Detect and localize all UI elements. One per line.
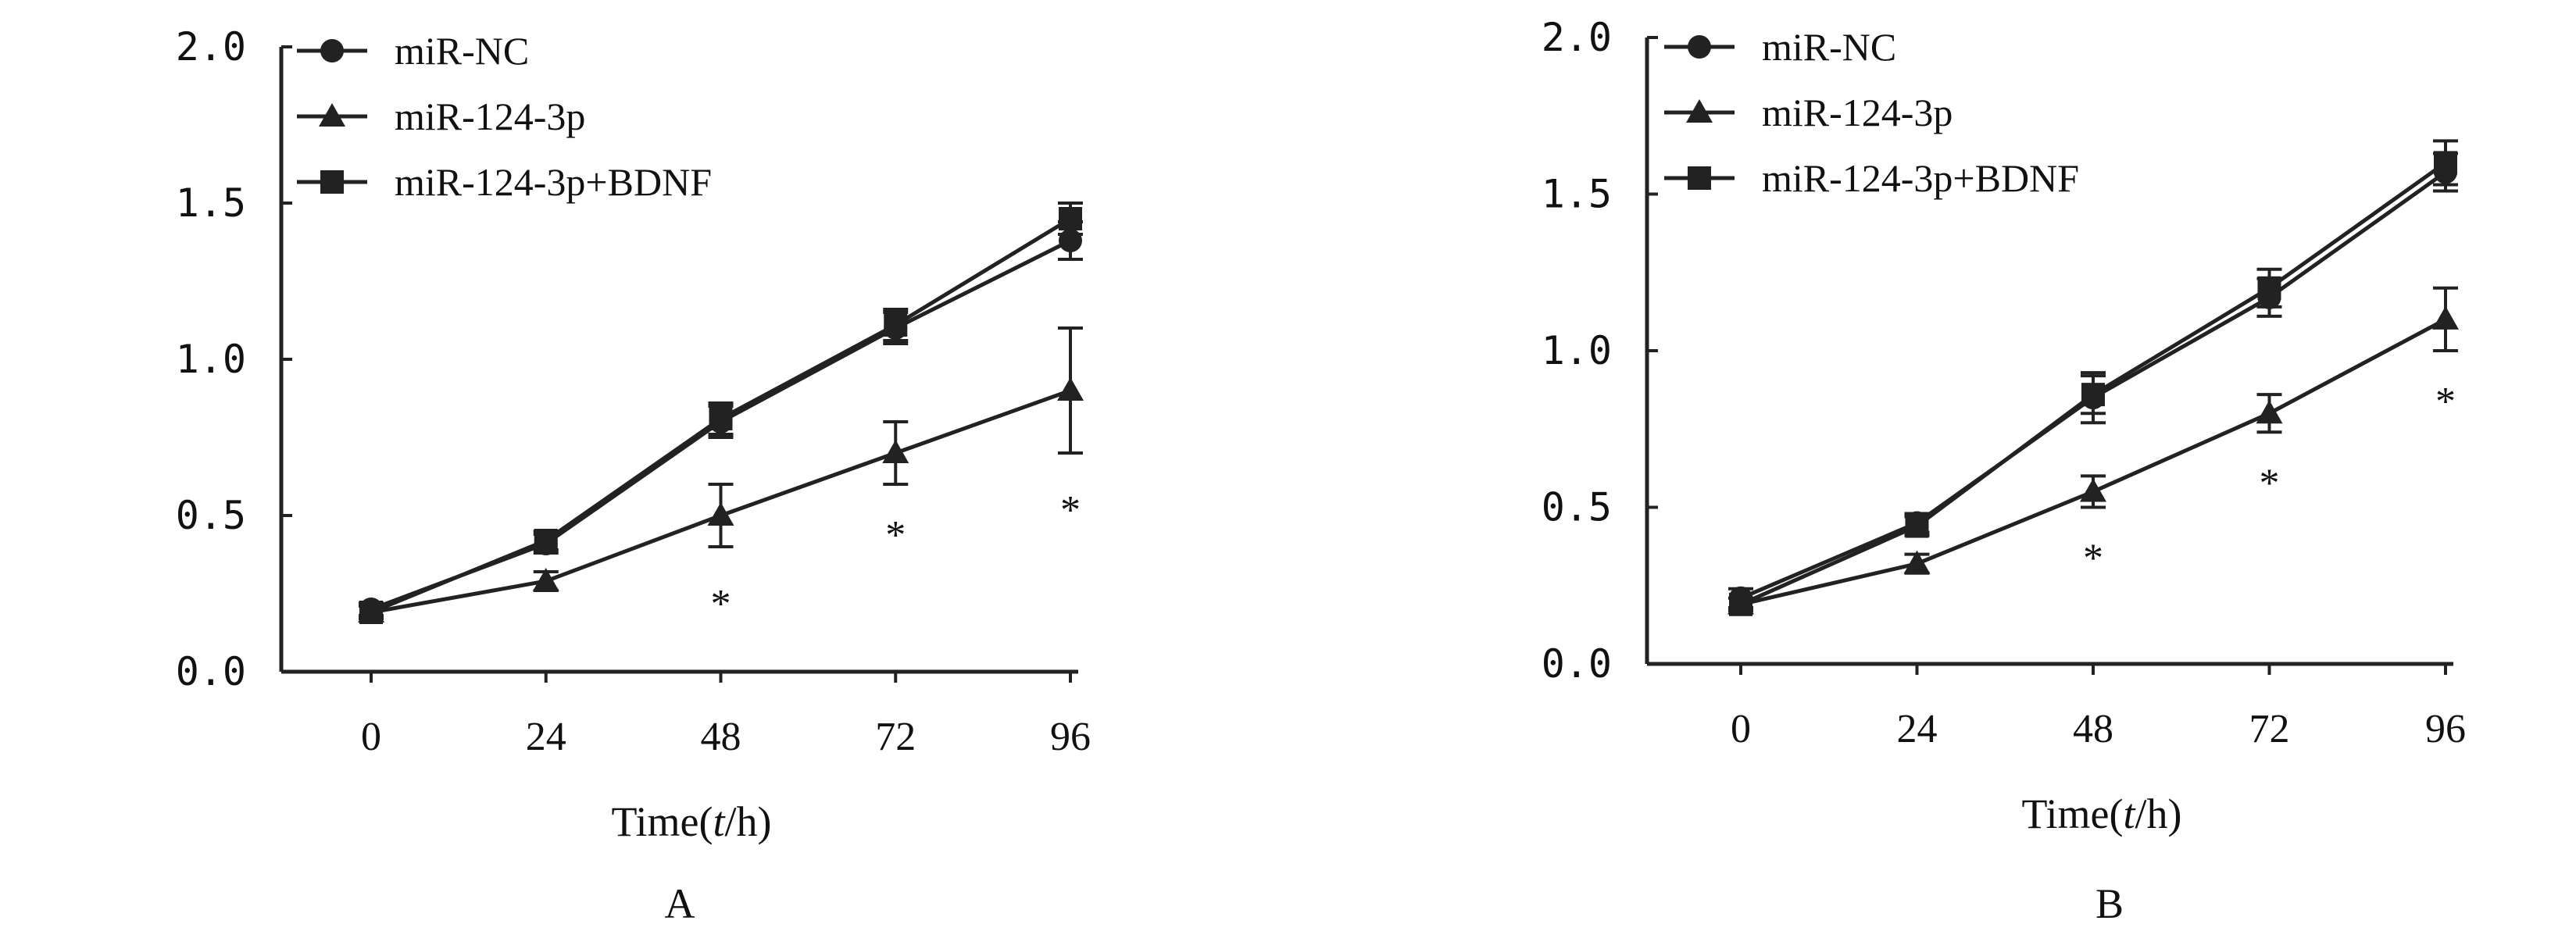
x-tick-label: 48: [2073, 707, 2113, 751]
legend-label: miR-124-3p: [1762, 91, 1953, 134]
data-point: [707, 502, 734, 526]
series-mir-124-3p: [358, 326, 1084, 623]
data-point: [1729, 592, 1752, 616]
data-point: [709, 407, 733, 430]
y-tick-label: 0.0: [176, 649, 246, 694]
data-point: [1903, 550, 1931, 574]
y-tick-label: 2.0: [1542, 15, 1612, 60]
significance-star: *: [711, 582, 731, 626]
data-point: [2432, 305, 2459, 330]
data-point: [882, 440, 909, 463]
x-tick-label: 0: [1731, 707, 1751, 751]
legend-label: miR-NC: [395, 29, 529, 73]
series-mir-124-3p-bdnf: [359, 202, 1083, 624]
x-tick-label: 48: [701, 715, 741, 759]
y-tick-label: 1.5: [1542, 172, 1612, 217]
significance-star: *: [2435, 380, 2456, 424]
significance-star: *: [2260, 461, 2280, 505]
data-point: [2434, 151, 2457, 175]
y-tick-label: 0.5: [1542, 485, 1612, 530]
x-axis-label: Time(t/h): [2021, 790, 2181, 837]
y-tick-label: 1.5: [176, 180, 246, 226]
x-axis-label-prefix: Time(: [611, 798, 713, 845]
data-point: [884, 313, 908, 337]
data-point: [2256, 400, 2283, 424]
data-point: [359, 601, 383, 624]
x-tick-label: 96: [1050, 715, 1091, 759]
chart-panel-b: 0.0 0.5 1.0 1.5 2.0 0 24 48 72 96 Time(t/h) * * * miR-…: [1542, 15, 2466, 927]
data-point: [1059, 207, 1082, 230]
significance-star: *: [885, 513, 906, 558]
x-axis-label-suffix: /h): [2135, 790, 2182, 837]
data-point: [2257, 276, 2281, 300]
legend-marker: [1688, 35, 1711, 59]
panel-label: B: [2095, 880, 2124, 927]
legend-marker: [320, 39, 344, 62]
legend-label: miR-124-3p: [395, 95, 585, 138]
x-tick-label: 24: [526, 715, 566, 759]
chart-panel-a: 0.0 0.5 1.0 1.5 2.0 0 24 48 72 96 Time(t/h) * * * miR-…: [176, 24, 1091, 927]
legend-label: miR-124-3p+BDNF: [395, 160, 712, 204]
x-axis-label-var: t: [713, 798, 727, 845]
data-point: [532, 568, 559, 591]
significance-star: *: [1060, 488, 1081, 533]
y-tick-label: 1.0: [1542, 328, 1612, 373]
x-tick-label: 24: [1897, 707, 1938, 751]
x-tick-label: 0: [361, 715, 381, 759]
x-axis-label-prefix: Time(: [2021, 790, 2123, 837]
legend-label: miR-124-3p+BDNF: [1762, 156, 2079, 200]
data-point: [534, 529, 558, 552]
legend-marker: [1686, 99, 1713, 123]
y-tick-label: 0.5: [176, 493, 246, 538]
legend-label: miR-NC: [1762, 25, 1896, 69]
data-point: [1905, 514, 1929, 538]
legend-marker: [320, 170, 344, 194]
x-axis-label: Time(t/h): [611, 798, 771, 845]
data-point: [2080, 478, 2106, 502]
legend-marker: [319, 103, 345, 127]
significance-star: *: [2083, 537, 2103, 581]
x-axis-label-var: t: [2124, 790, 2137, 837]
series-mir-124-3p-bdnf: [1728, 139, 2458, 616]
x-axis-label-suffix: /h): [725, 798, 772, 845]
y-tick-label: 2.0: [176, 24, 246, 70]
x-tick-label: 96: [2425, 707, 2466, 751]
y-tick-label: 0.0: [1542, 641, 1612, 687]
data-point: [2081, 383, 2105, 407]
legend-marker: [1688, 166, 1711, 190]
legend: miR-NC miR-124-3p miR-124-3p+BDNF: [1664, 25, 2079, 200]
panel-label: A: [665, 880, 695, 927]
x-tick-label: 72: [2249, 707, 2290, 751]
x-tick-label: 72: [875, 715, 916, 759]
data-point: [1057, 377, 1084, 401]
legend: miR-NC miR-124-3p miR-124-3p+BDNF: [297, 29, 712, 204]
y-tick-label: 1.0: [176, 337, 246, 382]
